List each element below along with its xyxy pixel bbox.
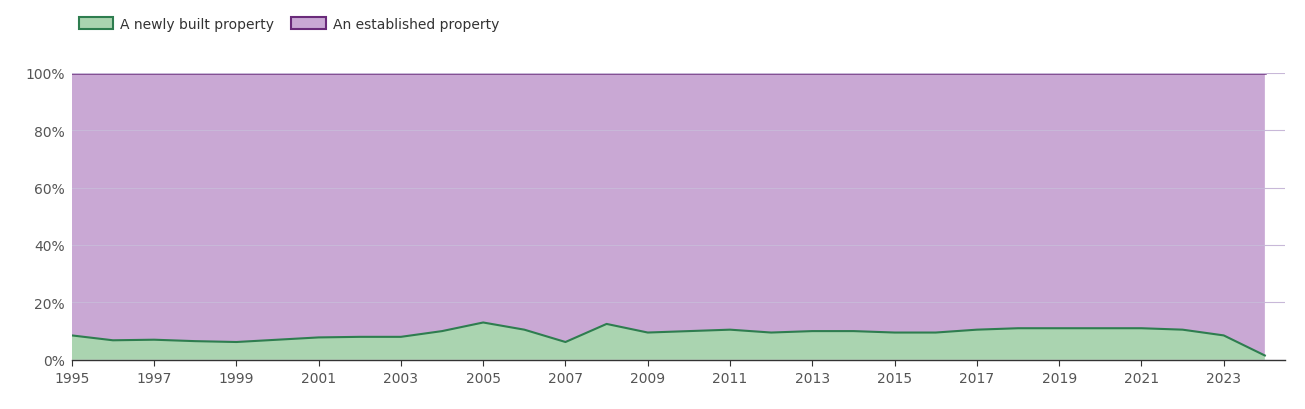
Legend: A newly built property, An established property: A newly built property, An established p… [78, 18, 499, 31]
